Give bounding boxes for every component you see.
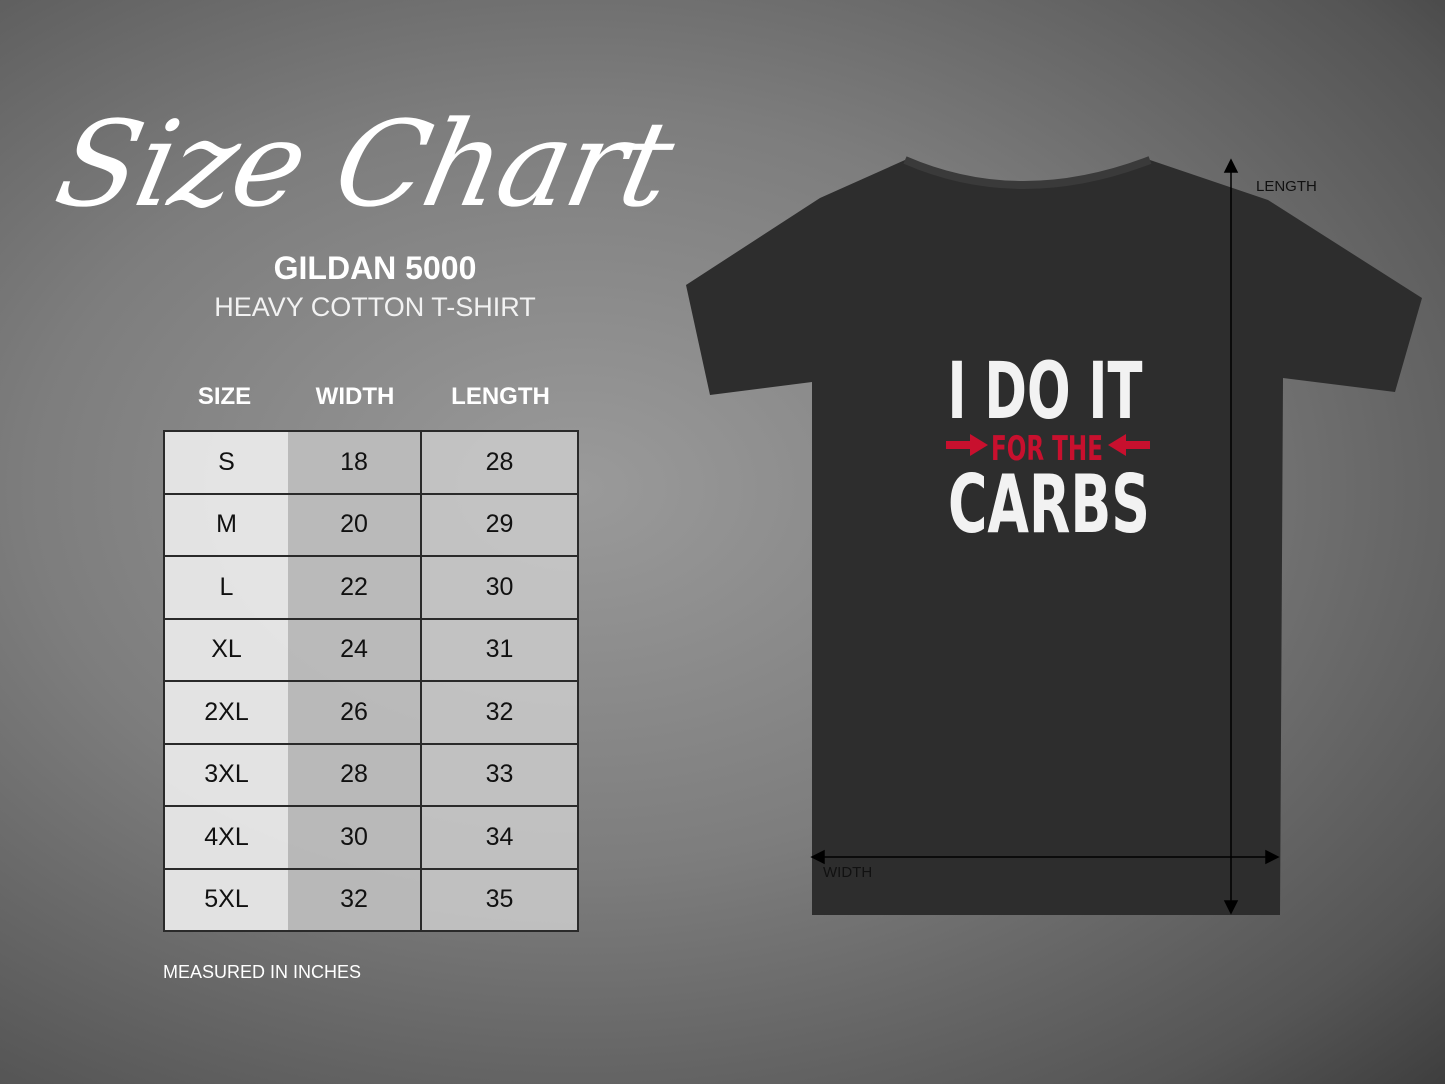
width-cell: 26 <box>288 680 422 745</box>
length-cell: 28 <box>420 430 579 495</box>
size-cell: 4XL <box>163 805 288 870</box>
size-cell: 5XL <box>163 867 288 932</box>
width-cell: 30 <box>288 805 422 870</box>
length-cell: 30 <box>420 555 579 620</box>
width-cell: 32 <box>288 867 422 932</box>
table-row: 5XL 32 35 <box>163 867 579 932</box>
size-cell: L <box>163 555 288 620</box>
size-cell: 2XL <box>163 680 288 745</box>
print-line-2: FOR THE <box>991 429 1103 469</box>
length-cell: 31 <box>420 617 579 682</box>
length-cell: 29 <box>420 492 579 557</box>
length-cell: 35 <box>420 867 579 932</box>
units-note: MEASURED IN INCHES <box>163 962 362 982</box>
print-line-3: CARBS <box>948 458 1150 551</box>
collar <box>903 156 1152 189</box>
length-cell: 34 <box>420 805 579 870</box>
header-length: LENGTH <box>451 383 550 410</box>
width-cell: 22 <box>288 555 422 620</box>
header-size: SIZE <box>197 383 252 410</box>
length-cell: 33 <box>420 742 579 807</box>
print-line-1: I DO IT <box>948 347 1143 437</box>
header-width: WIDTH <box>315 383 395 410</box>
product-model: GILDAN 5000 <box>273 250 477 286</box>
size-cell: XL <box>163 617 288 682</box>
length-arrow <box>1223 158 1239 915</box>
length-cell: 32 <box>420 680 579 745</box>
table-row: S 18 28 <box>163 430 579 495</box>
table-row: 4XL 30 34 <box>163 805 579 870</box>
arrow-right-icon <box>1108 434 1150 456</box>
table-row: 3XL 28 33 <box>163 742 579 807</box>
table-row: L 22 30 <box>163 555 579 620</box>
width-cell: 18 <box>288 430 422 495</box>
width-cell: 28 <box>288 742 422 807</box>
size-table: S 18 28 M 20 29 L 22 30 XL 24 31 2XL 26 32 3XL 28 33 4XL 30… <box>163 430 579 932</box>
length-label: LENGTH <box>1256 178 1317 195</box>
size-cell: 3XL <box>163 742 288 807</box>
width-cell: 24 <box>288 617 422 682</box>
table-row: 2XL 26 32 <box>163 680 579 745</box>
product-description: HEAVY COTTON T-SHIRT <box>214 292 536 322</box>
width-arrow <box>810 849 1280 865</box>
width-label: WIDTH <box>823 864 873 881</box>
tshirt-shape <box>686 160 1422 915</box>
arrow-left-icon <box>946 434 988 456</box>
size-cell: M <box>163 492 288 557</box>
width-cell: 20 <box>288 492 422 557</box>
table-row: M 20 29 <box>163 492 579 557</box>
table-row: XL 24 31 <box>163 617 579 682</box>
size-cell: S <box>163 430 288 495</box>
